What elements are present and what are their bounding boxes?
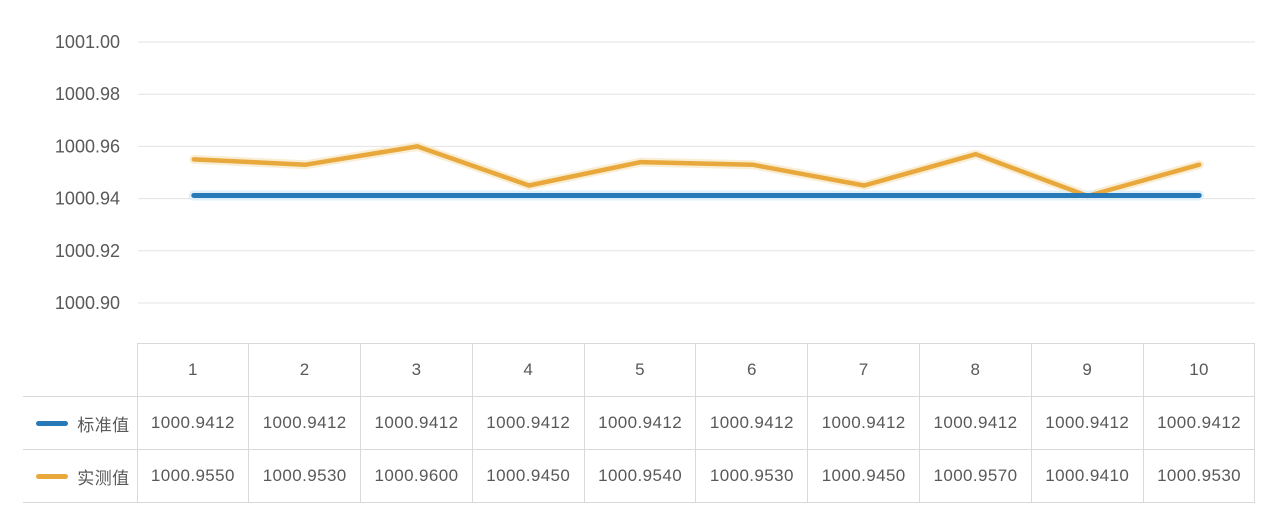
table-cell: 1000.9450 <box>807 449 921 503</box>
table-cell: 1000.9410 <box>1030 449 1144 503</box>
table-cell: 1000.9412 <box>807 396 921 450</box>
table-column-header: 5 <box>583 343 697 397</box>
table-cell: 1000.9530 <box>1142 449 1256 503</box>
table-cell: 1000.9530 <box>695 449 809 503</box>
legend-cell: 实测值 <box>23 449 138 503</box>
table-column-header: 8 <box>919 343 1032 397</box>
table-cell: 1000.9412 <box>471 396 585 450</box>
y-axis-tick-label: 1000.90 <box>55 293 120 313</box>
table-cell: 1000.9600 <box>360 449 473 503</box>
table-cell: 1000.9540 <box>583 449 697 503</box>
measured-series-halo <box>189 141 1204 201</box>
table-cell: 1000.9530 <box>248 449 362 503</box>
y-axis-tick-label: 1001.00 <box>55 32 120 52</box>
table-cell: 1000.9412 <box>136 396 250 450</box>
series-name-label: 标准值 <box>77 415 130 435</box>
table-column-header: 2 <box>248 343 362 397</box>
table-cell: 1000.9412 <box>360 396 473 450</box>
table-cell: 1000.9412 <box>1030 396 1144 450</box>
table-cell: 1000.9570 <box>919 449 1032 503</box>
data-table: 1 2 3 4 5 6 7 8 9 10 标准值 1000.9412 1000.9412 1000.94… <box>23 343 1256 503</box>
table-cell: 1000.9412 <box>248 396 362 450</box>
series-line-swatch <box>36 420 69 426</box>
table-cell: 1000.9450 <box>471 449 585 503</box>
series-line-swatch <box>36 473 69 479</box>
table-column-header: 9 <box>1030 343 1144 397</box>
table-cell: 1000.9412 <box>695 396 809 450</box>
table-column-header: 1 <box>136 343 250 397</box>
series-name-label: 实测值 <box>77 468 130 488</box>
table-column-header: 3 <box>360 343 473 397</box>
legend-cell: 标准值 <box>23 396 138 450</box>
table-header-row: 1 2 3 4 5 6 7 8 9 10 <box>23 343 1256 397</box>
table-column-header: 4 <box>471 343 585 397</box>
table-column-header: 10 <box>1142 343 1256 397</box>
table-row: 标准值 1000.9412 1000.9412 1000.9412 1000.9412 1… <box>23 396 1256 450</box>
table-cell: 1000.9550 <box>136 449 250 503</box>
table-column-header: 7 <box>807 343 921 397</box>
table-row: 实测值 1000.9550 1000.9530 1000.9600 1000.9450 1… <box>23 449 1256 503</box>
table-corner-cell <box>23 343 138 397</box>
table-cell: 1000.9412 <box>1142 396 1256 450</box>
y-axis-tick-label: 1000.92 <box>55 241 120 261</box>
table-cell: 1000.9412 <box>919 396 1032 450</box>
y-axis-tick-label: 1000.96 <box>55 136 120 156</box>
y-axis-tick-label: 1000.94 <box>55 189 120 209</box>
line-chart: 1001.00 1000.98 1000.96 1000.94 1000.92 1000.… <box>55 32 1255 313</box>
measured-series-line <box>191 144 1202 199</box>
table-column-header: 6 <box>695 343 809 397</box>
y-axis-tick-label: 1000.98 <box>55 84 120 104</box>
table-cell: 1000.9412 <box>583 396 697 450</box>
